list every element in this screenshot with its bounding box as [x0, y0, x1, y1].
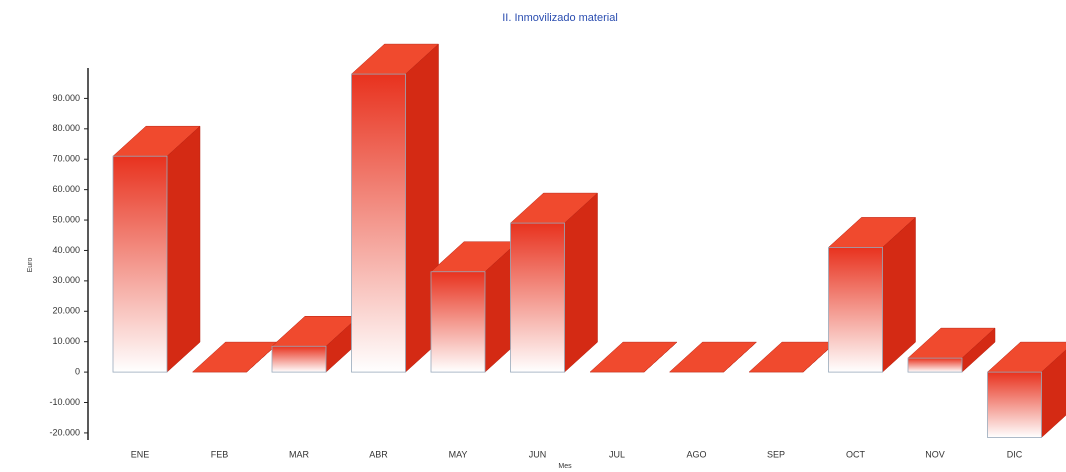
y-tick-label: 80.000	[52, 123, 80, 133]
x-tick-label: SEP	[767, 449, 785, 459]
bar	[987, 371, 1042, 438]
bar-side	[564, 192, 598, 373]
x-tick-label: JUL	[609, 449, 625, 459]
bar	[351, 73, 406, 373]
x-tick-label: ABR	[369, 449, 388, 459]
y-tick-label: 20.000	[52, 306, 80, 316]
y-tick-label: 50.000	[52, 214, 80, 224]
bar-side	[166, 125, 201, 373]
y-tick-label: -20.000	[49, 427, 80, 437]
y-tick-label: 40.000	[52, 245, 80, 255]
bar-top	[748, 341, 837, 373]
bar-top	[668, 341, 758, 373]
bar	[828, 247, 883, 373]
x-tick-label: ENE	[131, 449, 150, 459]
bar	[907, 357, 963, 373]
y-tick-label: -10.000	[49, 397, 80, 407]
x-tick-label: NOV	[925, 449, 945, 459]
x-tick-label: JUN	[529, 449, 547, 459]
bar-top	[589, 341, 678, 373]
x-axis-label: Mes	[558, 463, 572, 470]
x-tick-label: DIC	[1007, 449, 1023, 459]
chart-title: II. Inmovilizado material	[502, 12, 618, 24]
x-tick-label: MAY	[449, 449, 468, 459]
y-axis-label: Euro	[27, 258, 34, 273]
x-tick-label: FEB	[211, 449, 229, 459]
bar-top	[191, 341, 281, 373]
bar	[430, 271, 486, 373]
x-tick-label: OCT	[846, 449, 866, 459]
y-tick-label: 30.000	[52, 275, 80, 285]
bar	[271, 345, 327, 373]
y-tick-label: 60.000	[52, 184, 80, 194]
y-tick-label: 0	[75, 366, 80, 376]
bar	[112, 155, 168, 373]
y-tick-label: 90.000	[52, 93, 80, 103]
y-tick-label: 10.000	[52, 336, 80, 346]
x-tick-label: AGO	[686, 449, 706, 459]
y-tick-label: 70.000	[52, 154, 80, 164]
bar	[510, 222, 565, 373]
x-tick-label: MAR	[289, 449, 310, 459]
